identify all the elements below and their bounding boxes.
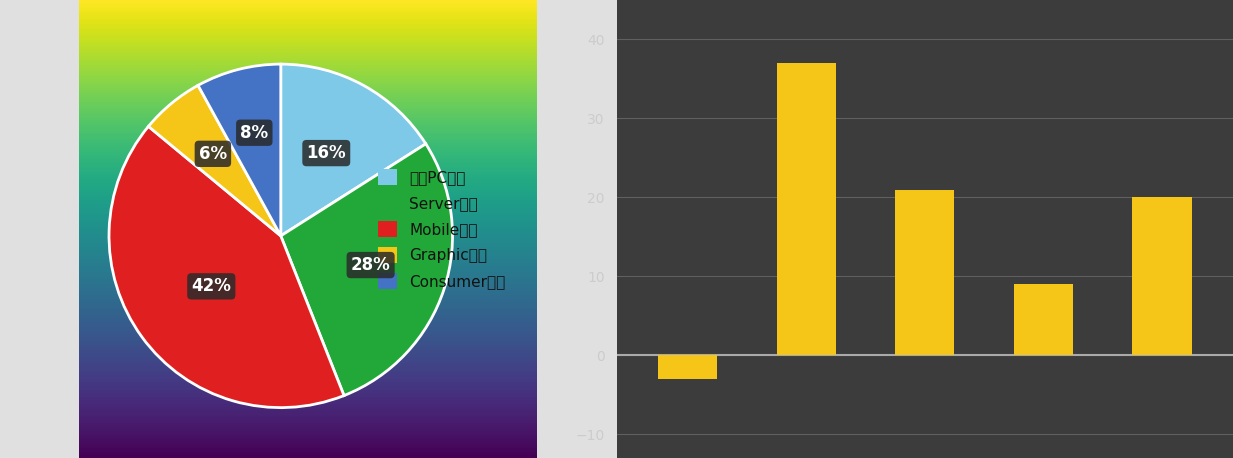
Text: 42%: 42% <box>191 278 232 295</box>
Text: 16%: 16% <box>307 144 346 162</box>
Bar <box>777 63 836 355</box>
Wedge shape <box>199 64 281 236</box>
Wedge shape <box>281 64 425 236</box>
Legend: 标准PC内存, Server内存, Mobile内存, Graphic内存, Consumer内存: 标准PC内存, Server内存, Mobile内存, Graphic内存, C… <box>371 162 513 296</box>
Wedge shape <box>148 85 281 236</box>
Bar <box>1014 284 1073 355</box>
Bar <box>1132 197 1191 355</box>
Wedge shape <box>109 126 344 408</box>
Text: 8%: 8% <box>240 124 269 142</box>
Bar <box>658 355 718 379</box>
Text: 28%: 28% <box>350 256 391 274</box>
Bar <box>895 190 954 355</box>
Wedge shape <box>281 144 453 396</box>
Text: 6%: 6% <box>199 145 227 163</box>
